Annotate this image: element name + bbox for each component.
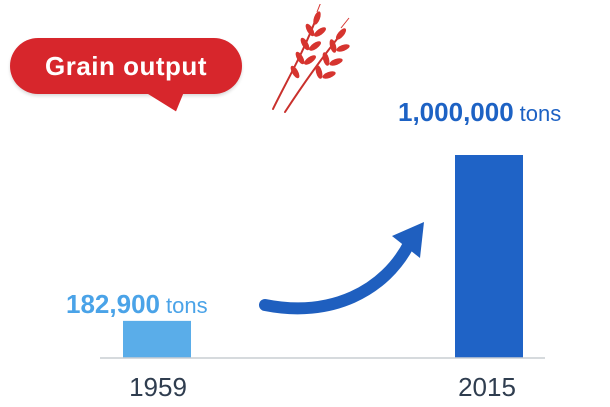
chart-title-bubble: Grain output — [10, 38, 242, 94]
unit-2015: tons — [519, 101, 562, 126]
growth-arrow-head — [392, 222, 424, 258]
value-1959: 182,900 — [66, 289, 160, 319]
growth-arrow — [259, 236, 416, 315]
data-label-2015: 1,000,000 tons — [398, 97, 561, 128]
x-tick-2015: 2015 — [458, 372, 516, 402]
value-2015: 1,000,000 — [398, 97, 514, 127]
bar-1959 — [123, 320, 191, 358]
bar-2015 — [455, 155, 523, 358]
wheat-icon — [272, 4, 350, 113]
chart-title: Grain output — [45, 50, 207, 81]
unit-1959: tons — [165, 293, 208, 318]
x-tick-1959: 1959 — [129, 372, 187, 402]
data-label-1959: 182,900 tons — [66, 289, 208, 320]
